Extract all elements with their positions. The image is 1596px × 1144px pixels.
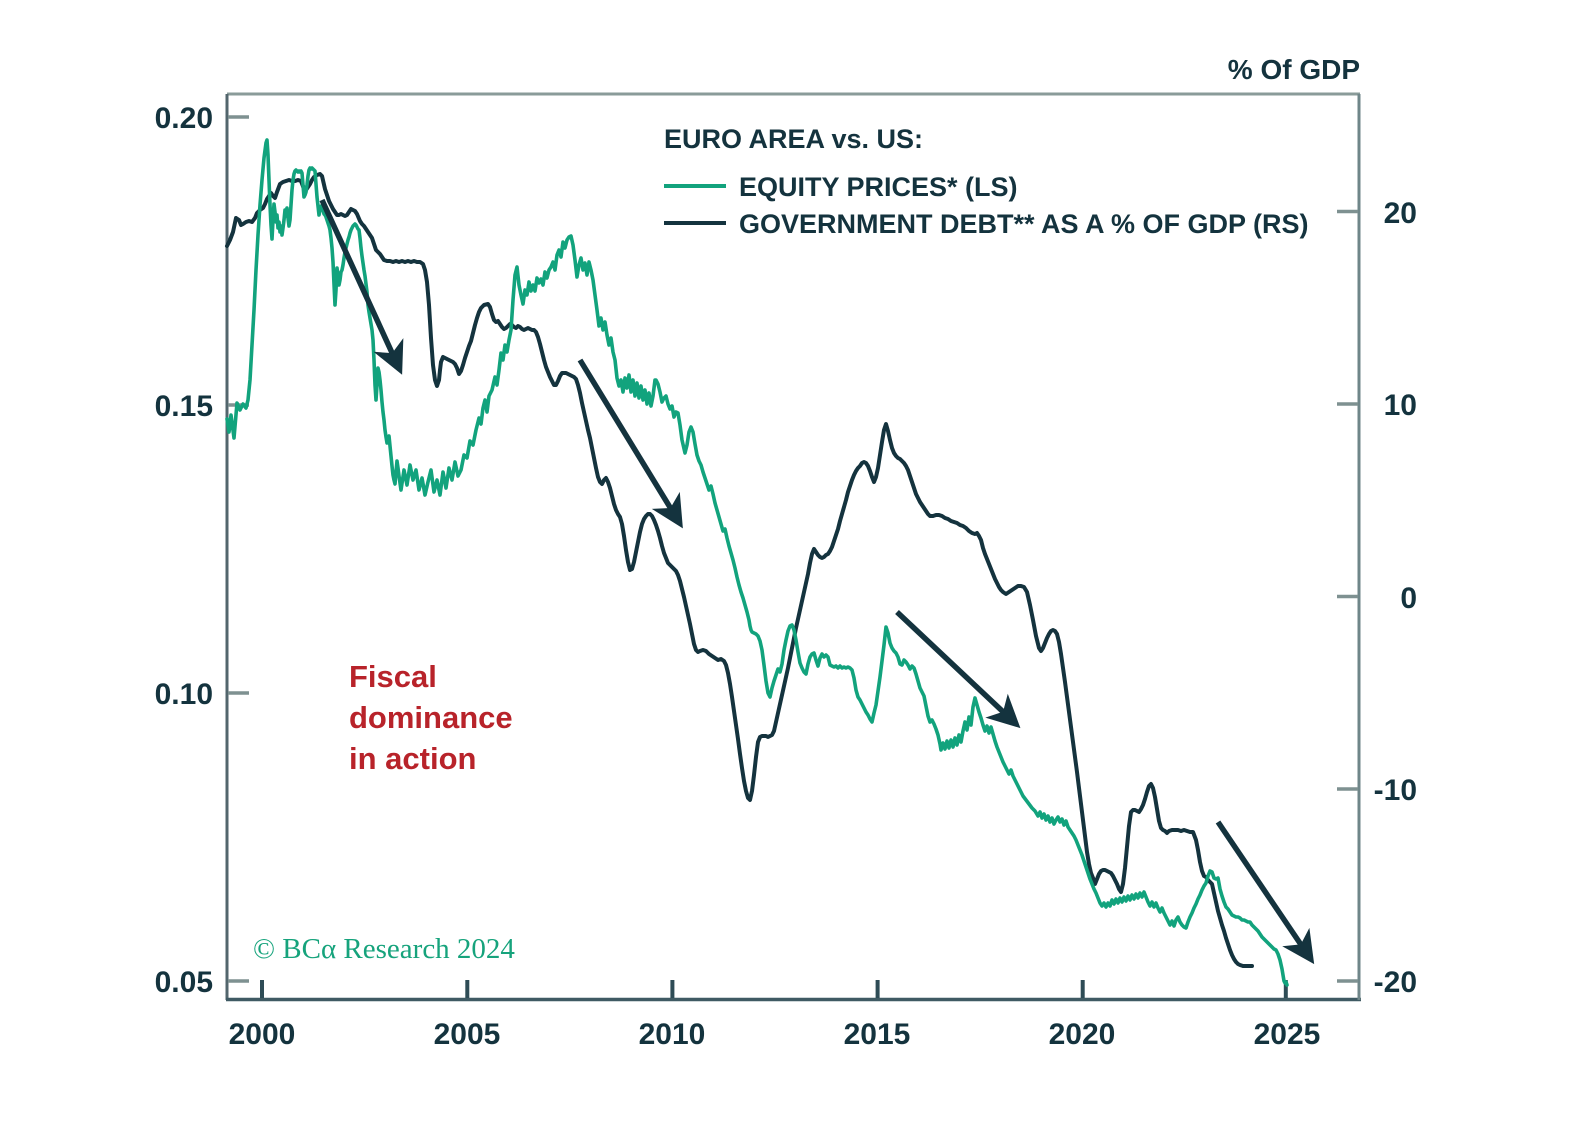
svg-text:20: 20 [1384, 197, 1417, 230]
svg-text:0: 0 [1400, 582, 1417, 615]
svg-text:0.15: 0.15 [155, 390, 213, 423]
svg-text:10: 10 [1384, 389, 1417, 422]
svg-text:© BCα Research 2024: © BCα Research 2024 [253, 933, 515, 965]
svg-text:EQUITY PRICES* (LS): EQUITY PRICES* (LS) [739, 172, 1018, 202]
svg-text:2025: 2025 [1254, 1018, 1321, 1051]
svg-text:dominance: dominance [349, 700, 513, 735]
svg-text:EURO AREA vs. US:: EURO AREA vs. US: [664, 124, 923, 154]
svg-text:0.10: 0.10 [155, 678, 213, 711]
svg-text:GOVERNMENT DEBT** AS A % OF GD: GOVERNMENT DEBT** AS A % OF GDP (RS) [739, 209, 1309, 239]
svg-text:0.20: 0.20 [155, 102, 213, 135]
svg-text:Fiscal: Fiscal [349, 659, 437, 694]
svg-text:2010: 2010 [639, 1018, 706, 1051]
svg-text:in action: in action [349, 741, 476, 776]
svg-text:-10: -10 [1374, 774, 1417, 807]
svg-text:0.05: 0.05 [155, 966, 213, 999]
svg-text:-20: -20 [1374, 966, 1417, 999]
svg-text:2000: 2000 [229, 1018, 296, 1051]
svg-text:% Of GDP: % Of GDP [1228, 54, 1360, 85]
svg-text:2005: 2005 [434, 1018, 501, 1051]
svg-text:2015: 2015 [844, 1018, 911, 1051]
svg-text:2020: 2020 [1049, 1018, 1116, 1051]
